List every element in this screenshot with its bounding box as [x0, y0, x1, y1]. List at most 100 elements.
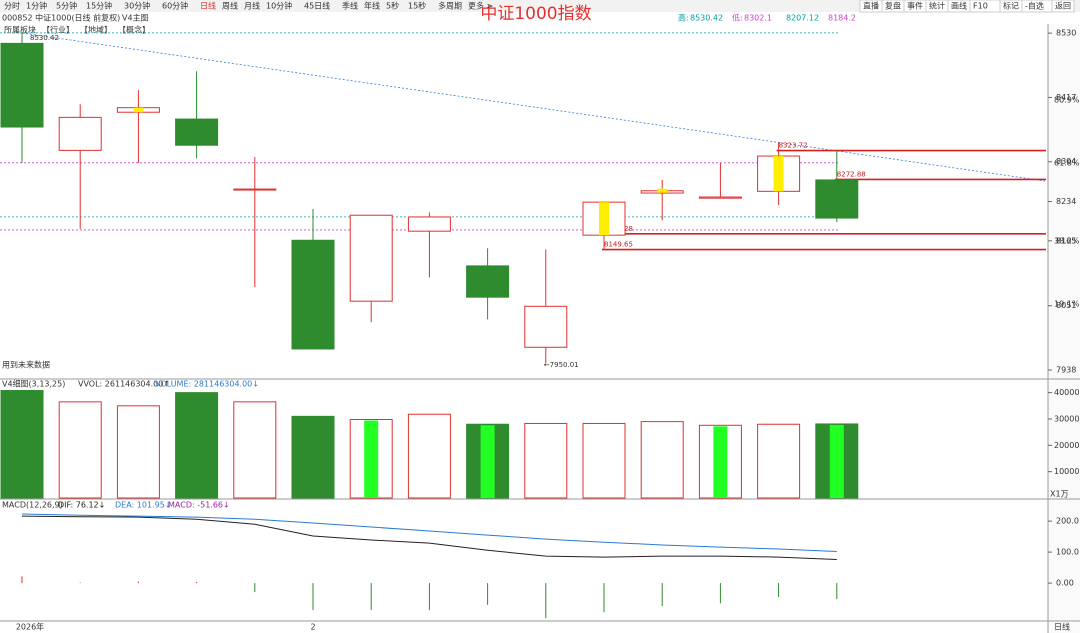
candle-body — [524, 305, 568, 348]
level-label: 8149.65 — [604, 241, 633, 249]
volume-bar — [291, 415, 335, 499]
toolbar-tab[interactable]: 10分钟 — [266, 1, 292, 11]
panel-label: VOLUME: 281146304.00↓ — [155, 380, 259, 389]
note: 用到未来数据 — [2, 360, 50, 370]
volume-bar — [175, 392, 219, 499]
y-tick-label: 8051 — [1056, 301, 1076, 310]
toolbar-tab[interactable]: 日线 — [200, 1, 216, 11]
candle-highlight — [773, 156, 784, 192]
toolbar-tab[interactable]: 1分钟 — [26, 1, 47, 11]
toolbar-button[interactable]: 统计 — [929, 1, 945, 11]
y-tick-label: 100.0 — [1056, 548, 1079, 557]
panel-label: DEA: 101.95↓ — [115, 501, 171, 510]
volume-bar — [757, 423, 801, 499]
volume-bar — [407, 413, 451, 499]
volume-bar — [233, 401, 277, 499]
y-tick-label: 8304 — [1056, 157, 1076, 166]
high-note: 8530.42 — [30, 34, 59, 42]
toolbar-tab[interactable]: 更多 > — [468, 1, 493, 11]
y-tick-label: 8165 — [1056, 236, 1076, 245]
toolbar-tab[interactable]: 45日线 — [304, 1, 330, 11]
toolbar-tab[interactable]: 30分钟 — [124, 1, 150, 11]
fib-label: 80.9% — [1054, 95, 1080, 104]
candle-body — [58, 116, 102, 151]
y-tick-label: 200.0 — [1056, 517, 1079, 526]
fib-label: 19.1% — [1054, 300, 1080, 309]
toolbar-tab[interactable]: 15分钟 — [86, 1, 112, 11]
volume-highlight — [480, 425, 495, 498]
toolbar-tab[interactable]: 分时 — [4, 1, 20, 11]
fib-label: 61.8% — [1054, 159, 1080, 168]
toolbar-button[interactable]: 返回 — [1055, 2, 1071, 11]
unit-label: X1万 — [1050, 490, 1069, 499]
toolbar-tab[interactable]: 15秒 — [408, 1, 426, 11]
main-label: V4主图 — [122, 13, 149, 23]
y-tick-label: 7938 — [1056, 366, 1076, 375]
toolbar-tab[interactable]: 周线 — [222, 1, 238, 11]
volume-bar — [0, 390, 44, 499]
panel-title: V4细图(3,13,25) — [2, 379, 65, 389]
y-tick-label: 30000 — [1054, 414, 1079, 423]
candle-body — [175, 118, 219, 146]
panel-title: MACD(12,26,9) — [2, 501, 63, 510]
candle-body — [0, 42, 44, 128]
toolbar-button[interactable]: F10 — [973, 2, 988, 11]
header-value: 8184.2 — [828, 14, 856, 23]
y-tick-label: 8417 — [1056, 93, 1076, 102]
sector-link[interactable]: 【地域】 — [80, 25, 112, 35]
candle-highlight — [599, 202, 609, 236]
panel-label: VVOL: 261146304.00↑ — [78, 380, 170, 389]
toolbar-button[interactable]: 事件 — [907, 1, 923, 11]
x-tick-label: 2026年 — [16, 622, 44, 632]
sector-link[interactable]: 【概念】 — [118, 25, 150, 35]
y-tick-label: 8234 — [1056, 197, 1076, 206]
symbol: 000852 中证1000(日线 前复权) — [2, 13, 120, 23]
volume-bar — [582, 422, 626, 499]
toolbar-tab[interactable]: 5分钟 — [56, 1, 77, 11]
level-label: 8272.88 — [837, 170, 866, 178]
toolbar-tab[interactable]: 5秒 — [386, 1, 399, 11]
header-value: 8302.1 — [744, 14, 772, 23]
toolbar — [0, 0, 1080, 12]
toolbar-tab[interactable]: 多周期 — [438, 1, 462, 11]
volume-bar — [58, 401, 102, 499]
panel-label: MACD: -51.66↓ — [168, 501, 230, 510]
sector-link[interactable]: 【行业】 — [42, 25, 74, 35]
x-tick-label: 2 — [310, 623, 315, 632]
toolbar-button[interactable]: -自选 — [1025, 1, 1044, 11]
header-value: 8530.42 — [690, 14, 723, 23]
header-label: 高: — [678, 13, 689, 23]
toolbar-button[interactable]: 标记 — [1003, 1, 1019, 11]
level-label: 8323.72 — [779, 142, 808, 150]
toolbar-button[interactable]: 复盘 — [885, 1, 901, 11]
candle-highlight — [657, 188, 668, 193]
toolbar-tab[interactable]: 季线 — [342, 1, 358, 11]
toolbar-tab[interactable]: 60分钟 — [162, 1, 188, 11]
candle-body — [291, 239, 335, 350]
period: 日线 — [1054, 622, 1070, 632]
y-tick-label: 0.00 — [1056, 579, 1074, 588]
volume-bar — [640, 421, 684, 499]
toolbar-button[interactable]: 画线 — [951, 1, 967, 11]
volume-bar — [524, 422, 568, 499]
fib-label: 38.2% — [1054, 237, 1080, 246]
candle-body — [349, 214, 393, 302]
volume-bar — [116, 405, 160, 499]
toolbar-button[interactable]: 直播 — [863, 1, 879, 11]
toolbar-tab[interactable]: 月线 — [244, 1, 260, 11]
candle-body — [815, 179, 859, 219]
panel-label: DIF: 76.12↓ — [58, 501, 105, 510]
candle-body — [407, 216, 451, 232]
overlay-title: 中证1000指数 — [480, 4, 591, 24]
volume-highlight — [364, 420, 379, 498]
header-value: 8207.12 — [786, 14, 819, 23]
toolbar-button-bg[interactable] — [859, 0, 883, 13]
volume-highlight — [829, 424, 844, 498]
volume-highlight — [713, 426, 728, 498]
y-tick-label: 8530 — [1056, 29, 1076, 38]
y-tick-label: 20000 — [1054, 441, 1079, 450]
axis-bg — [1048, 24, 1080, 633]
toolbar-tab[interactable]: 年线 — [364, 1, 380, 11]
candle-body — [233, 188, 277, 191]
